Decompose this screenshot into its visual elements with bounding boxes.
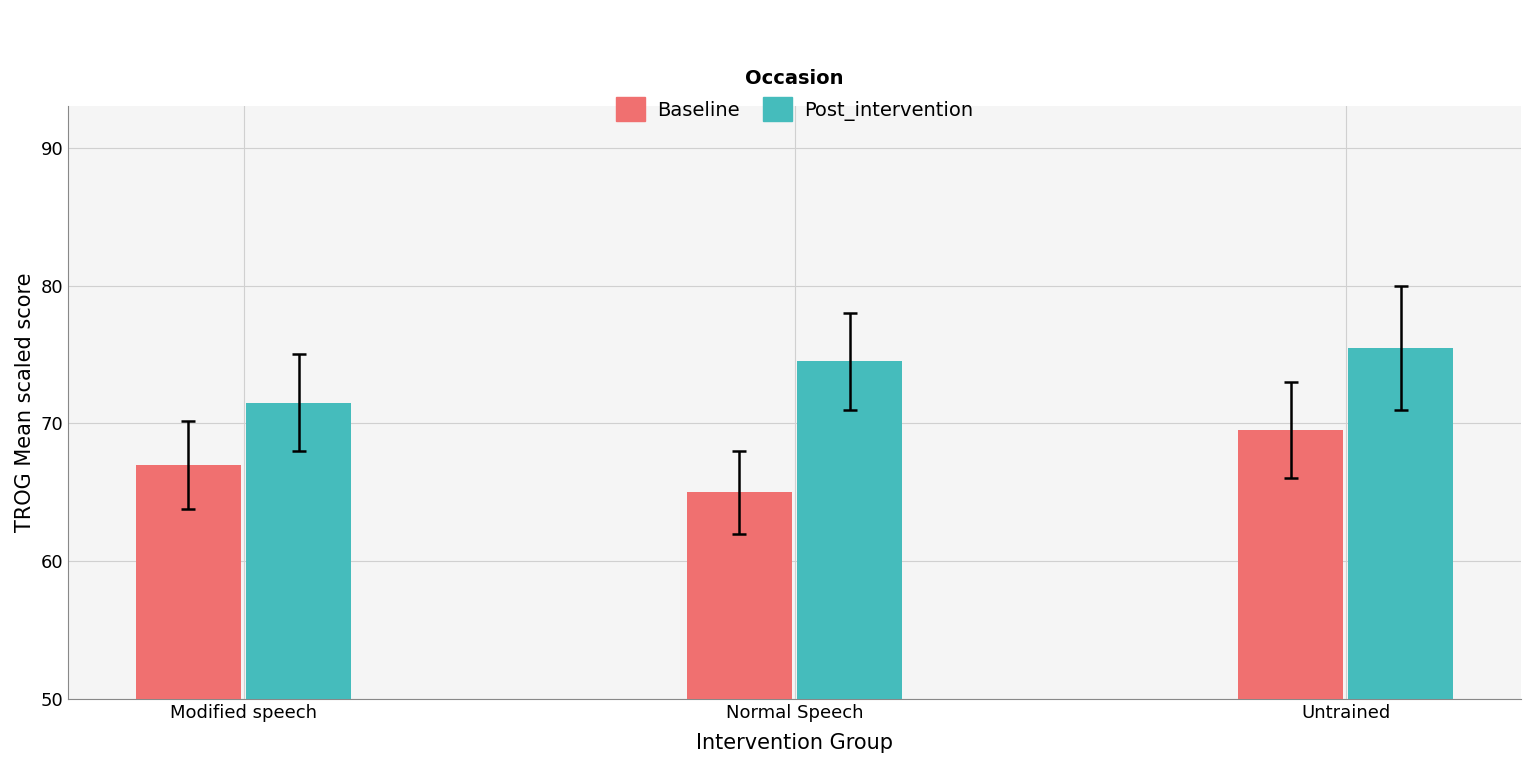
Legend: Baseline, Post_intervention: Baseline, Post_intervention [616, 68, 972, 121]
Bar [246, 402, 352, 699]
Bar [1238, 430, 1342, 699]
Y-axis label: TROG Mean scaled score: TROG Mean scaled score [15, 273, 35, 532]
Bar [687, 492, 793, 699]
Bar [1349, 348, 1453, 699]
Bar [797, 361, 902, 699]
X-axis label: Intervention Group: Intervention Group [696, 733, 892, 753]
Bar [135, 465, 241, 699]
